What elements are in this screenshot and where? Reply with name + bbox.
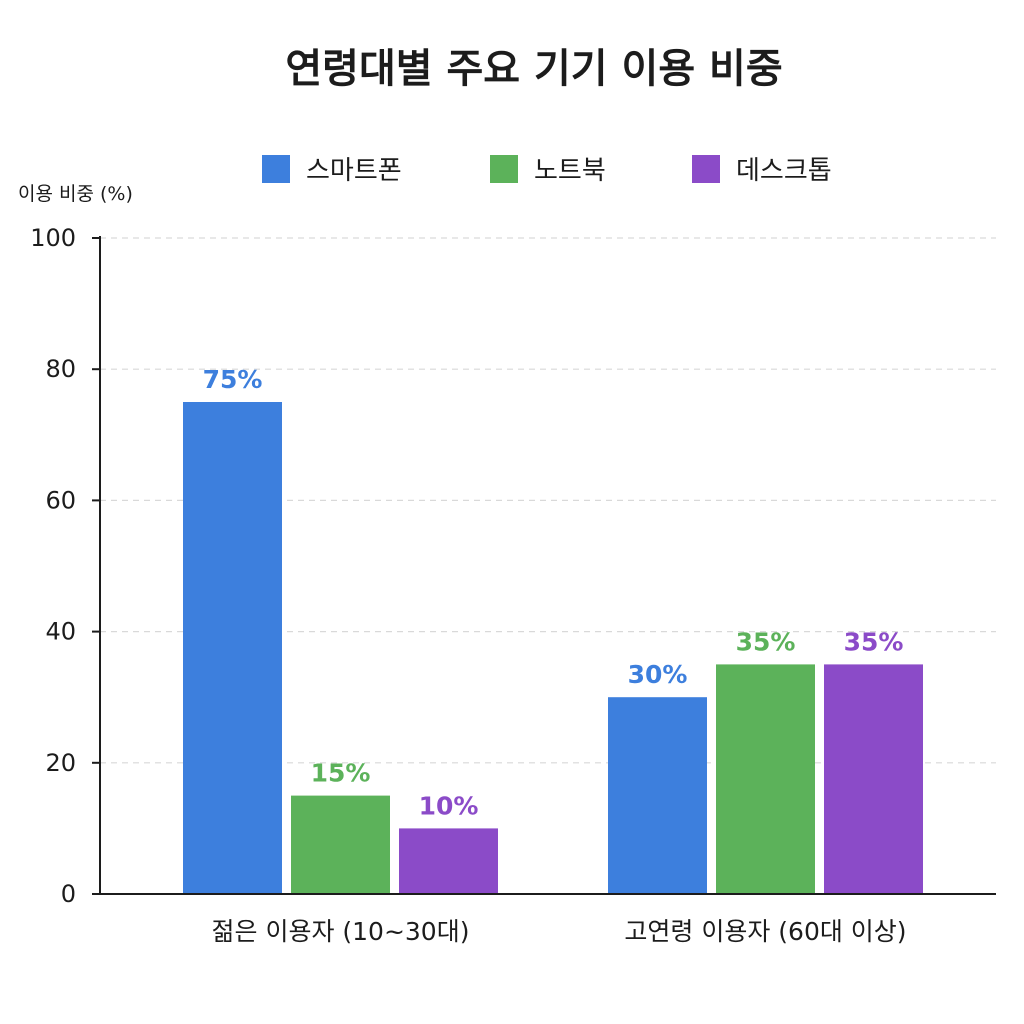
y-axis-label: 이용 비중 (%): [18, 183, 133, 205]
y-axis-ticks: 0 20 40 60 80 100: [30, 224, 100, 908]
bar-0-0: [183, 402, 282, 894]
bar-0-1: [291, 795, 390, 894]
data-label-0-1: 15%: [311, 759, 371, 788]
y-tick-label-80: 80: [45, 355, 76, 383]
data-label-1-2: 35%: [844, 627, 904, 656]
bar-1-0: [608, 697, 707, 894]
data-label-1-0: 30%: [628, 660, 688, 689]
bar-1-1: [716, 664, 815, 894]
legend-label-2: 데스크톱: [736, 156, 832, 186]
y-tick-label-40: 40: [45, 618, 76, 646]
legend-swatch-2: [692, 155, 720, 183]
y-tick-label-60: 60: [45, 486, 76, 514]
data-labels: 75% 15% 10% 30% 35% 35%: [203, 365, 904, 820]
legend-item-0: 스마트폰: [262, 155, 402, 186]
data-label-1-1: 35%: [736, 627, 796, 656]
data-label-0-0: 75%: [203, 365, 263, 394]
bars: [183, 402, 923, 894]
legend-swatch-0: [262, 155, 290, 183]
category-label-0: 젊은 이용자 (10~30대): [212, 917, 470, 946]
y-tick-label-20: 20: [45, 749, 76, 777]
legend-label-0: 스마트폰: [306, 156, 402, 186]
legend-item-1: 노트북: [490, 155, 606, 186]
category-label-1: 고연령 이용자 (60대 이상): [624, 917, 906, 946]
legend-label-1: 노트북: [534, 156, 606, 186]
x-axis-categories: 젊은 이용자 (10~30대) 고연령 이용자 (60대 이상): [212, 917, 907, 946]
bar-1-2: [824, 664, 923, 894]
chart-title: 연령대별 주요 기기 이용 비중: [285, 46, 782, 92]
legend: 스마트폰 노트북 데스크톱: [262, 155, 832, 186]
data-label-0-2: 10%: [419, 791, 479, 820]
legend-item-2: 데스크톱: [692, 155, 832, 186]
bar-0-2: [399, 828, 498, 894]
y-tick-label-100: 100: [30, 224, 76, 252]
legend-swatch-1: [490, 155, 518, 183]
y-tick-label-0: 0: [61, 880, 76, 908]
